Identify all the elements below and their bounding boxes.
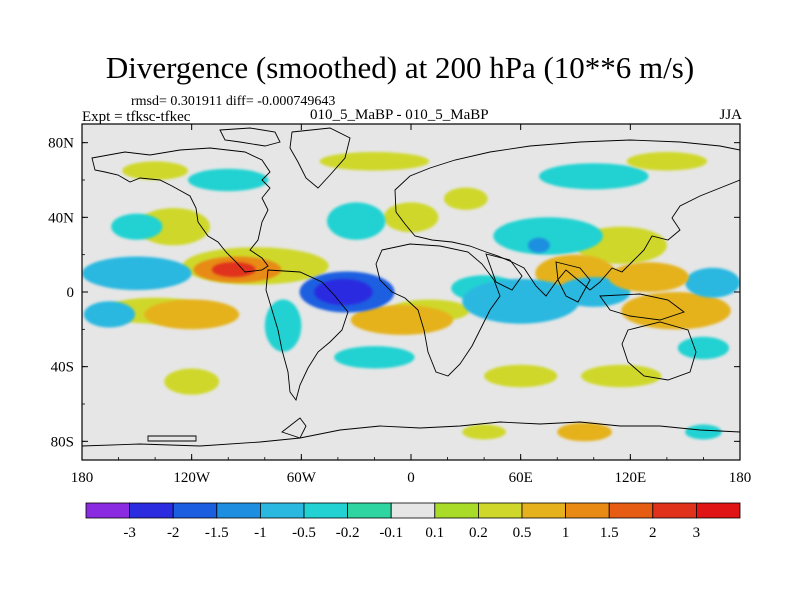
colorbar-swatch [259,502,305,519]
colorbar-label: -1 [254,525,267,541]
coastline-africa [375,243,501,377]
colorbar-label: -0.1 [379,525,403,541]
chart-title: Divergence (smoothed) at 200 hPa (10**6 … [105,50,695,85]
coastline-greenland [289,127,351,189]
y-tick-label: 40S [51,360,74,376]
axes: 180 120W 60W 0 60E 120E 180 80N 40N 0 40S 80S [48,124,751,486]
colorbar-label: 3 [693,525,701,541]
colorbar-swatch [216,502,261,519]
coastline-arabia [485,253,523,291]
contour-region-32 [462,278,580,324]
contour-region-7 [319,152,430,171]
contour-region-8 [122,161,188,180]
x-tick-label: 0 [407,470,415,486]
contour-field [82,152,740,442]
y-tick-label: 0 [67,285,75,301]
contour-region-31 [144,299,240,330]
case-label: 010_5_MaBP - 010_5_MaBP [310,107,489,123]
coastline-antarctic-peninsula [281,417,307,439]
coastline-australia [621,321,697,381]
coastline-north-america [91,147,271,273]
y-tick-label: 80N [48,136,74,152]
contour-region-10 [626,152,708,171]
colorbar-swatch [521,502,566,519]
colorbar-label: 0.2 [469,525,488,541]
colorbar-swatch [477,502,523,519]
colorbar-swatch [172,502,218,519]
colorbar-label: 2 [649,525,657,541]
colorbar-swatch [652,502,697,519]
coastline-ice-shelf [147,435,197,442]
contour-region-33 [608,262,689,292]
contour-region-29 [685,267,740,298]
coastline-arctic-islands [219,127,281,147]
colorbar-swatch [390,502,436,519]
colorbar-label: 1.5 [600,525,619,541]
x-tick-label: 180 [729,470,752,486]
coastline-indonesia [599,293,685,321]
contour-region-13 [581,364,662,388]
y-tick-label: 40N [48,210,74,226]
coastline-india [555,261,591,303]
contour-region-21 [327,202,386,240]
contour-region-24 [493,217,603,255]
contour-region-6 [188,168,269,192]
colorbar-swatch [85,502,130,519]
colorbar-label: 1 [562,525,570,541]
contour-region-25 [82,256,192,291]
contour-region-34 [350,305,454,335]
coastline-south-america [265,269,349,402]
experiment-label: Expt = tfksc-tfkec [82,109,191,125]
contour-region-5 [443,187,488,210]
coastline-eurasia [394,139,740,297]
contour-region-22 [685,424,722,440]
contour-region-39 [314,278,373,306]
contour-region-4 [383,202,439,233]
colorbar: -3 -2 -1.5 -1 -0.5 -0.2 -0.1 0.1 0.2 0.5 1 1.5 2 3 [85,502,741,541]
colorbar-label: 0.1 [425,525,444,541]
colorbar-label: -3 [123,525,136,541]
colorbar-label: -1.5 [205,525,229,541]
x-tick-label: 60E [509,470,533,486]
contour-region-36 [527,237,550,253]
contour-region-16 [462,424,506,440]
contour-region-11 [334,346,415,369]
colorbar-swatch [608,502,654,519]
colorbar-label: 0.5 [513,525,532,541]
contour-region-14 [677,336,730,360]
contour-region-12 [484,364,558,388]
coastlines [82,127,740,460]
y-tick-label: 80S [51,434,74,450]
contour-region-38 [211,262,256,278]
colorbar-swatch [696,502,741,519]
contour-region-3 [136,208,210,246]
colorbar-swatch [565,502,610,519]
contour-region-26 [83,301,135,328]
colorbar-label: -0.5 [292,525,316,541]
contour-region-17 [264,299,302,352]
colorbar-label: -2 [167,525,180,541]
x-tick-label: 180 [71,470,94,486]
x-tick-label: 60W [287,470,317,486]
colorbar-swatch [434,502,479,519]
colorbar-swatch [347,502,392,519]
colorbar-label: -0.2 [336,525,360,541]
contour-region-9 [539,163,649,190]
coastline-antarctica [82,421,740,460]
stats-line: rmsd= 0.301911 diff= -0.000749643 [131,94,336,109]
contour-region-20 [111,213,163,240]
contour-region-30 [557,422,612,442]
colorbar-swatch [303,502,348,519]
contour-region-23 [621,292,731,330]
contour-region-15 [164,368,220,395]
x-tick-label: 120W [173,470,211,486]
colorbar-swatch [129,502,174,519]
season-label: JJA [719,107,742,123]
x-tick-label: 120E [614,470,646,486]
